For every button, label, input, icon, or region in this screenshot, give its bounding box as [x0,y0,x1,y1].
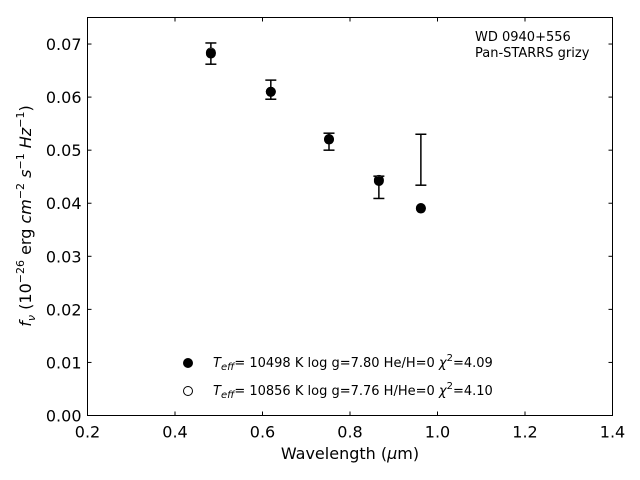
y-tick-label: 0.05 [46,141,82,160]
plot-layer [205,42,427,214]
x-tick-label: 0.2 [75,423,100,442]
survey-annotation: Pan-STARRS grizy [475,46,590,61]
legend: Teff= 10498 K log g=7.80 He/H=0 χ2=4.09 … [183,353,493,401]
y-axis-ticks: 0.00 0.01 0.02 0.03 0.04 0.05 0.06 0.07 [46,35,613,426]
x-tick-label: 0.8 [337,423,362,442]
model-point-filled [205,48,216,59]
object-name-annotation: WD 0940+556 [475,30,571,45]
legend-label-he-atmosphere: Teff= 10498 K log g=7.80 He/H=0 χ2=4.09 [213,353,493,373]
y-tick-label: 0.06 [46,88,82,107]
y-tick-label: 0.07 [46,35,82,54]
x-tick-label: 1.4 [600,423,625,442]
y-tick-label: 0.04 [46,194,82,213]
y-tick-label: 0.01 [46,353,82,372]
y-tick-label: 0.00 [46,407,82,426]
x-tick-label: 1.2 [512,423,537,442]
legend-marker-filled [183,358,193,368]
y-tick-label: 0.03 [46,247,82,266]
legend-label-h-atmosphere: Teff= 10856 K log g=7.76 H/He=0 χ2=4.10 [213,381,493,401]
model-point-filled [415,203,426,214]
model-point-filled [373,175,384,186]
x-tick-label: 0.6 [250,423,275,442]
y-tick-label: 0.02 [46,300,82,319]
x-axis-label: Wavelength (μm) [281,444,419,463]
x-axis-ticks: 0.2 0.4 0.6 0.8 1.0 1.2 1.4 [75,17,625,442]
model-point-filled [265,86,276,97]
x-tick-label: 0.4 [162,423,187,442]
model-point-filled [324,134,334,145]
legend-marker-open [183,386,193,396]
x-tick-label: 1.0 [425,423,450,442]
y-axis-label: fν (10−26 erg cm−2 s−1 Hz−1) [14,105,38,326]
